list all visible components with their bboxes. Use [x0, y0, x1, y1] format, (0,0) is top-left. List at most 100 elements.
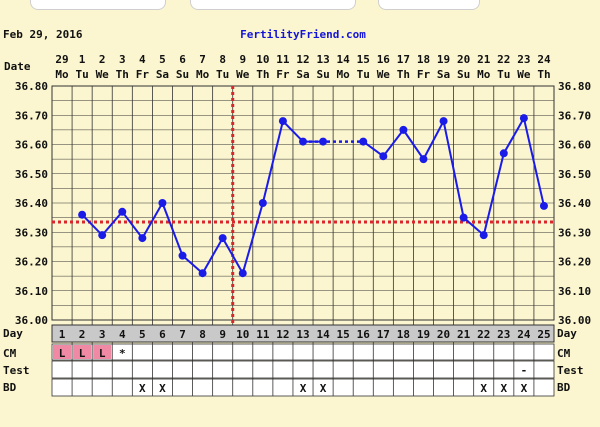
cm-highlight: [73, 345, 92, 359]
y-tick-label-left: 36.20: [15, 256, 48, 269]
weekday-label: Sa: [296, 68, 309, 81]
info-row: [51, 360, 555, 379]
temperature-line-segment: [141, 202, 164, 239]
cm-value: L: [99, 347, 106, 360]
info-row: [51, 378, 555, 397]
date-number-label: 19: [437, 53, 450, 66]
weekday-label: Tu: [357, 68, 370, 81]
temperature-point: [299, 137, 307, 146]
bd-value: X: [159, 382, 166, 395]
day-number-label: 7: [179, 328, 186, 341]
temperature-point: [379, 152, 388, 161]
date-number-label: 5: [159, 53, 166, 66]
temperature-point: [118, 207, 127, 216]
day-number-label: 25: [537, 328, 550, 341]
weekday-label: Su: [457, 68, 470, 81]
day-number-label: 9: [219, 328, 226, 341]
date-number-label: 22: [497, 53, 510, 66]
date-number-label: 24: [537, 53, 551, 66]
y-tick-label-right: 36.20: [558, 256, 591, 269]
y-tick-label-left: 36.80: [15, 80, 48, 93]
weekday-label: Mo: [55, 68, 69, 81]
temperature-point: [258, 199, 267, 207]
temperature-line-segment: [522, 117, 545, 207]
day-number-label: 24: [517, 328, 531, 341]
temperature-line-segment: [382, 129, 405, 157]
test-value: -: [521, 364, 528, 377]
day-number-label: 4: [119, 328, 126, 341]
day-number-label: 12: [276, 328, 289, 341]
y-tick-label-right: 36.40: [558, 197, 591, 210]
temperature-point: [178, 251, 187, 260]
bd-row-label-left: BD: [3, 381, 17, 394]
date-number-label: 14: [337, 53, 351, 66]
weekday-label: Mo: [196, 68, 210, 81]
temperature-point: [479, 231, 488, 240]
date-number-label: 23: [517, 53, 530, 66]
test-row-label-right: Test: [557, 364, 584, 377]
temperature-line-segment: [282, 120, 304, 143]
y-tick-label-left: 36.40: [15, 197, 48, 210]
temperature-point: [98, 231, 107, 240]
temperature-point: [439, 117, 448, 126]
day-number-label: 10: [236, 328, 249, 341]
temperature-point: [459, 213, 468, 222]
site-name[interactable]: FertilityFriend.com: [240, 28, 366, 41]
temperature-point: [499, 149, 508, 158]
temperature-point: [319, 137, 328, 146]
y-tick-label-right: 36.00: [558, 314, 591, 327]
cm-highlight: [93, 345, 112, 359]
cm-value: L: [79, 347, 86, 360]
bd-value: X: [139, 382, 146, 395]
y-tick-label-right: 36.70: [558, 109, 591, 122]
day-number-label: 2: [79, 328, 86, 341]
weekday-label: Tu: [75, 68, 88, 81]
date-row-label: Date: [4, 60, 31, 73]
temperature-point: [198, 269, 207, 278]
weekday-label: Tu: [497, 68, 510, 81]
temperature-line-segment: [482, 153, 505, 236]
weekday-label: Mo: [337, 68, 351, 81]
bd-value: X: [480, 382, 487, 395]
weekday-label: Fr: [276, 68, 290, 81]
y-tick-label-right: 36.80: [558, 80, 591, 93]
temperature-line-segment: [422, 120, 445, 160]
bd-value: X: [500, 382, 507, 395]
date-number-label: 20: [457, 53, 470, 66]
y-tick-label-left: 36.50: [15, 168, 48, 181]
y-tick-label-right: 36.60: [558, 139, 591, 152]
date-number-label: 8: [219, 53, 226, 66]
y-tick-label-right: 36.50: [558, 168, 591, 181]
day-number-label: 3: [99, 328, 106, 341]
date-number-label: 16: [377, 53, 391, 66]
temperature-line-segment: [81, 213, 103, 236]
temperature-point: [78, 210, 87, 219]
temperature-line-segment: [402, 129, 425, 160]
temperature-line-segment: [181, 254, 204, 274]
temperature-line-segment: [241, 202, 264, 274]
info-row: [51, 343, 555, 361]
y-tick-label-left: 36.30: [15, 226, 48, 239]
day-number-label: 1: [59, 328, 66, 341]
date-number-label: 2: [99, 53, 106, 66]
date-number-label: 17: [397, 53, 410, 66]
day-number-label: 23: [497, 328, 510, 341]
test-row-label-left: Test: [3, 364, 30, 377]
day-number-label: 11: [256, 328, 270, 341]
day-number-label: 6: [159, 328, 166, 341]
temperature-line-segment: [221, 237, 244, 274]
cm-highlight: [53, 345, 72, 359]
weekday-label: Su: [176, 68, 189, 81]
day-number-label: 17: [377, 328, 390, 341]
temperature-point: [359, 137, 368, 146]
day-number-label: 18: [397, 328, 410, 341]
day-row: [51, 324, 555, 343]
bd-row-label-right: BD: [557, 381, 571, 394]
date-number-label: 3: [119, 53, 126, 66]
temperature-line-segment: [442, 120, 465, 218]
day-number-label: 14: [316, 328, 330, 341]
y-tick-label-right: 36.30: [558, 226, 591, 239]
day-number-label: 19: [417, 328, 430, 341]
date-number-label: 12: [296, 53, 309, 66]
